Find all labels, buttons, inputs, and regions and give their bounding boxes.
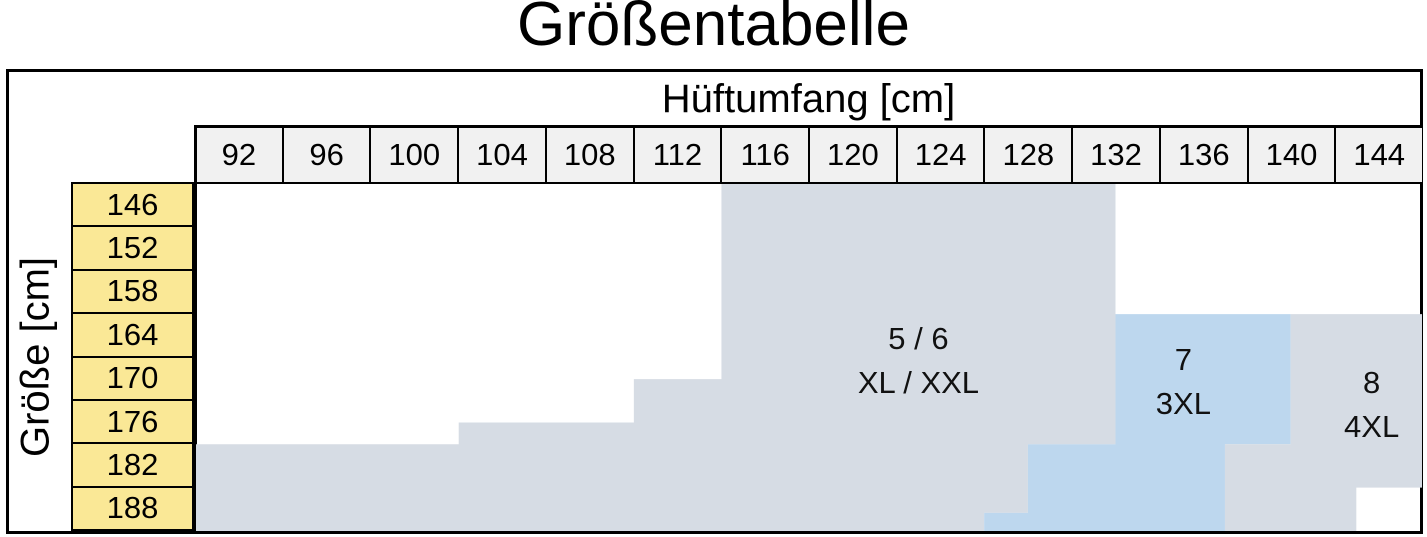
size-table-frame bbox=[6, 69, 1423, 534]
region-label-line: XL / XXL bbox=[857, 365, 980, 401]
hip-header-cell: 112 bbox=[632, 128, 721, 182]
region-label-line: 7 bbox=[1174, 342, 1192, 378]
hip-header-cell: 128 bbox=[983, 128, 1071, 182]
height-header-cell: 146 bbox=[73, 184, 192, 228]
header-grid-separator bbox=[194, 125, 197, 531]
hip-axis-label: Hüftumfang [cm] bbox=[661, 76, 956, 121]
hip-header-cell: 116 bbox=[720, 128, 808, 182]
height-header-cell: 152 bbox=[73, 227, 192, 271]
height-header-cell: 164 bbox=[73, 314, 192, 358]
height-header-cell: 158 bbox=[73, 271, 192, 315]
region-label-size-8: 8 4XL bbox=[1344, 361, 1399, 449]
height-header-cell: 176 bbox=[73, 401, 192, 445]
height-header-cell: 170 bbox=[73, 358, 192, 401]
region-label-line: 5 / 6 bbox=[888, 321, 949, 357]
height-header-cell: 182 bbox=[73, 444, 192, 488]
page-title: Größentabelle bbox=[517, 0, 910, 59]
hip-header-cell: 136 bbox=[1158, 128, 1247, 182]
region-size-5-6 bbox=[196, 184, 1116, 531]
hip-header-cell: 108 bbox=[544, 128, 633, 182]
height-header-column: 146 152 158 164 170 176 182 188 bbox=[71, 182, 194, 531]
region-label-size-5-6: 5 / 6 XL / XXL bbox=[858, 317, 979, 405]
hip-header-cell: 120 bbox=[808, 128, 896, 182]
size-grid bbox=[196, 184, 1422, 531]
hip-header-cell: 104 bbox=[457, 128, 545, 182]
hip-header-cell: 100 bbox=[369, 128, 457, 182]
hip-header-cell: 132 bbox=[1071, 128, 1159, 182]
region-size-7 bbox=[984, 314, 1291, 531]
region-label-line: 3XL bbox=[1155, 386, 1211, 422]
hip-header-cell: 124 bbox=[895, 128, 984, 182]
hip-header-cell: 96 bbox=[281, 128, 370, 182]
region-label-line: 8 bbox=[1363, 365, 1381, 401]
height-axis-label: Größe [cm] bbox=[13, 256, 58, 458]
hip-header-cell: 144 bbox=[1334, 128, 1422, 182]
height-header-cell: 188 bbox=[106, 490, 159, 526]
hip-header-cell: 140 bbox=[1246, 128, 1335, 182]
hip-header-cell: 92 bbox=[221, 137, 257, 172]
hip-header-row: 92 96 100 104 108 112 116 120 124 128 132 136 140 144 bbox=[196, 125, 1422, 184]
region-size-8 bbox=[1224, 314, 1422, 531]
region-label-size-7: 7 3XL bbox=[1156, 338, 1211, 426]
size-regions-plot bbox=[196, 184, 1422, 531]
region-label-line: 4XL bbox=[1344, 409, 1400, 445]
